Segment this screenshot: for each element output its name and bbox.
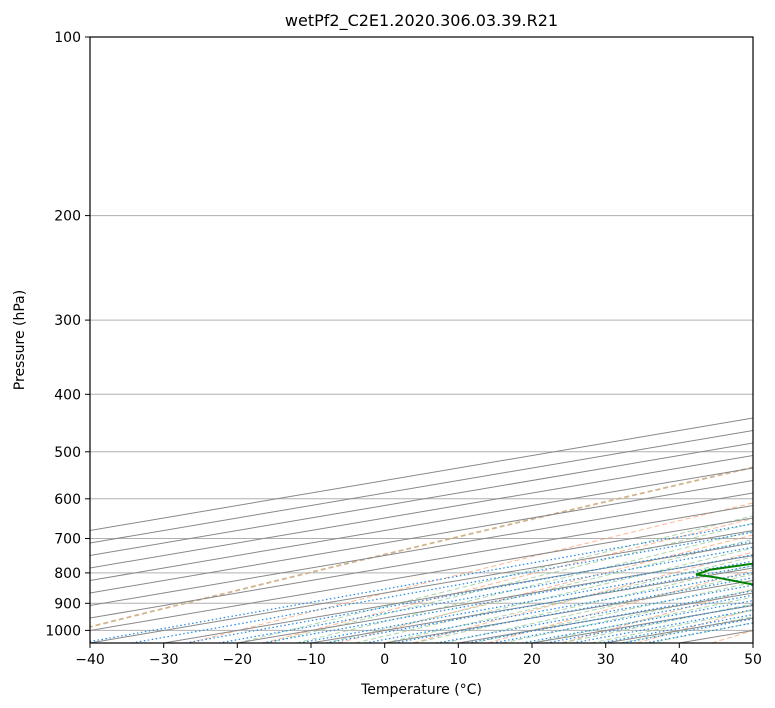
x-tick-label: 40 xyxy=(670,652,688,668)
isotherm-line xyxy=(310,567,753,643)
isotherm-line xyxy=(90,442,753,557)
y-tick-label: 900 xyxy=(54,596,81,612)
moist-adiabat xyxy=(649,622,753,643)
mixing-ratio-line xyxy=(492,594,753,643)
isotherm-line xyxy=(605,617,753,643)
dry-adiabat xyxy=(487,569,753,643)
x-tick-label: −10 xyxy=(296,652,326,668)
moist-adiabat xyxy=(443,573,753,643)
moist-adiabat xyxy=(325,538,753,643)
y-tick-label: 200 xyxy=(54,209,81,225)
y-tick-label: 700 xyxy=(54,532,81,548)
mixing-ratio-line xyxy=(325,565,753,643)
moist-adiabat xyxy=(355,547,753,643)
dry-adiabat xyxy=(711,630,753,643)
y-tick-label: 500 xyxy=(54,445,81,461)
isotherm-line xyxy=(752,642,753,643)
y-tick-label: 100 xyxy=(54,30,81,46)
x-tick-label: 20 xyxy=(523,652,541,668)
isotherm-line xyxy=(531,604,753,643)
isotherm-line xyxy=(90,417,753,532)
mixing-ratio-line xyxy=(467,590,753,643)
mixing-ratio-line xyxy=(645,622,753,643)
moist-adiabat xyxy=(561,603,753,643)
y-tick-label: 400 xyxy=(54,387,81,403)
x-tick-label: 50 xyxy=(744,652,762,668)
mixing-ratio-line xyxy=(131,531,753,643)
isotherm-line xyxy=(90,504,753,619)
isotherm-line xyxy=(90,529,753,643)
moist-adiabat xyxy=(502,589,753,643)
y-tick-label: 800 xyxy=(54,566,81,582)
moist-adiabat xyxy=(266,522,753,643)
isotherm-line xyxy=(90,479,753,594)
dry-adiabat xyxy=(636,608,753,643)
moist-adiabat xyxy=(531,596,753,643)
moist-adiabat xyxy=(384,556,753,643)
moist-adiabat xyxy=(296,530,753,643)
x-tick-label: 10 xyxy=(449,652,467,668)
x-tick-label: −30 xyxy=(149,652,179,668)
mixing-ratio-line xyxy=(218,546,753,643)
isotherm-line xyxy=(384,579,753,643)
plot-frame xyxy=(89,36,754,644)
x-tick-label: 30 xyxy=(597,652,615,668)
y-axis-label: Pressure (hPa) xyxy=(12,290,28,390)
y-tick-label: 300 xyxy=(54,313,81,329)
isotherm-line xyxy=(90,429,753,544)
mixing-ratio-line xyxy=(185,540,753,643)
mixing-ratio-line xyxy=(521,599,753,643)
x-tick-label: −40 xyxy=(75,652,105,668)
x-tick-label: 0 xyxy=(380,652,389,668)
moist-adiabat xyxy=(590,609,753,643)
chart-title: wetPf2_C2E1.2020.306.03.39.R21 xyxy=(285,11,558,31)
dry-adiabat-reference xyxy=(90,466,753,628)
x-tick-label: −20 xyxy=(223,652,253,668)
isotherm-line xyxy=(90,492,753,607)
y-tick-label: 600 xyxy=(54,492,81,508)
dry-adiabat xyxy=(338,534,753,643)
isotherm-line xyxy=(90,467,753,582)
isotherm-line xyxy=(90,454,753,569)
isotherm-line xyxy=(90,517,753,632)
y-tick-label: 1000 xyxy=(45,623,81,639)
x-axis-label: Temperature (°C) xyxy=(360,682,482,698)
